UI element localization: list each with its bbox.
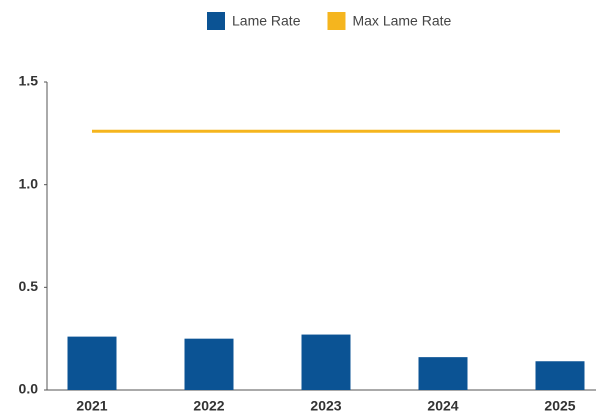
x-tick-label: 2025 (544, 398, 575, 414)
x-tick-label: 2021 (76, 398, 107, 414)
bar (535, 361, 585, 390)
y-tick-label: 1.5 (19, 73, 39, 89)
x-tick-label: 2024 (427, 398, 458, 414)
y-tick-label: 0.0 (19, 381, 39, 397)
bar (67, 336, 117, 390)
bar (184, 338, 234, 390)
y-tick-label: 1.0 (19, 175, 39, 191)
bar (418, 357, 468, 390)
x-tick-label: 2023 (310, 398, 341, 414)
legend-swatch (327, 12, 346, 30)
legend-swatch (207, 12, 225, 30)
legend-label: Lame Rate (232, 13, 301, 29)
legend-label: Max Lame Rate (352, 13, 451, 29)
y-tick-label: 0.5 (19, 278, 39, 294)
x-tick-label: 2022 (193, 398, 224, 414)
bar (301, 334, 351, 390)
